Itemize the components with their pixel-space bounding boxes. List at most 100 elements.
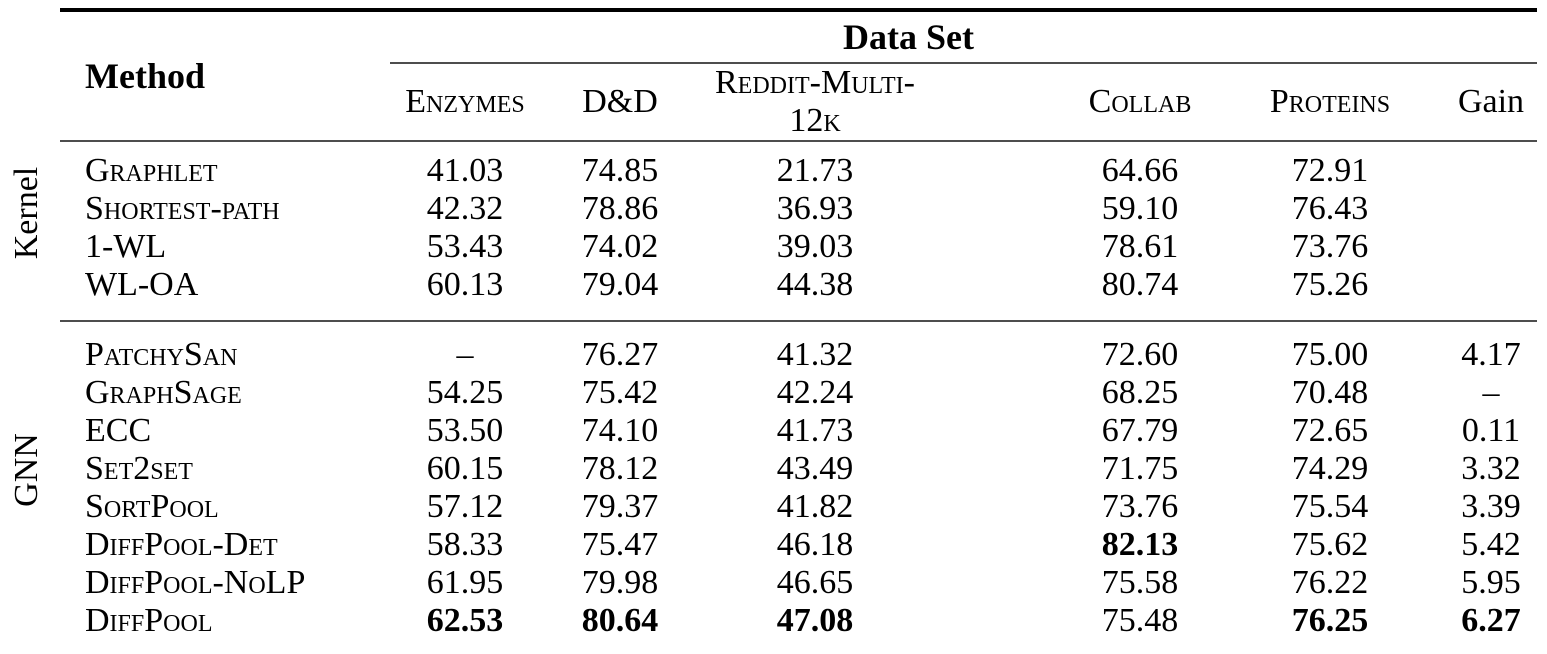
column-headers-row: Enzymes D&D Reddit-Multi-12k Collab Prot… <box>60 63 1537 141</box>
method-cell: Shortest-path <box>85 190 280 227</box>
value-cell: 60.13 <box>426 266 504 303</box>
value-cell: 53.43 <box>426 228 504 265</box>
value-cell <box>1430 190 1537 228</box>
gnn-group-rows: PatchySan –76.27 41.32 72.60 75.00 4.17 GraphS… <box>60 321 1537 654</box>
value-cell: 41.03 <box>426 152 504 189</box>
value-cell: 42.32 <box>426 190 504 227</box>
column-header-enzymes: Enzymes <box>405 83 525 120</box>
value-cell: 46.65 <box>776 564 854 601</box>
value-cell: 6.27 <box>1461 602 1521 639</box>
value-cell: 62.53 <box>426 602 504 639</box>
column-header-collab: Collab <box>1088 83 1192 120</box>
method-cell: ECC <box>85 412 152 449</box>
value-cell: 78.61 <box>1101 228 1179 265</box>
value-cell <box>1430 228 1537 266</box>
method-cell: DiffPool-Det <box>85 526 278 563</box>
method-cell: Graphlet <box>85 152 218 189</box>
table-row: SortPool 57.12 79.37 41.82 73.76 75.54 3.39 <box>60 488 1537 526</box>
method-cell: DiffPool <box>85 602 213 639</box>
method-cell: PatchySan <box>85 336 238 373</box>
column-header-reddit-multi-12k: Reddit-Multi-12k <box>715 64 915 139</box>
value-cell: 75.26 <box>1291 266 1369 303</box>
value-cell: 72.65 <box>1291 412 1369 449</box>
column-header-proteins: Proteins <box>1269 83 1391 120</box>
value-cell: 54.25 <box>426 374 504 411</box>
value-cell: 72.60 <box>1101 336 1179 373</box>
value-cell: 60.15 <box>426 450 504 487</box>
value-cell: 75.00 <box>1291 336 1369 373</box>
value-cell: 76.22 <box>1291 564 1369 601</box>
value-cell: 75.62 <box>1291 526 1369 563</box>
value-cell: 61.95 <box>426 564 504 601</box>
column-header-dd: D&D <box>582 83 658 120</box>
value-cell: 74.02 <box>581 228 659 265</box>
value-cell: 79.98 <box>581 564 659 601</box>
value-cell: 75.58 <box>1101 564 1179 601</box>
value-cell: 73.76 <box>1291 228 1369 265</box>
value-cell <box>1430 141 1537 190</box>
value-cell: 79.04 <box>581 266 659 303</box>
table-row: WL-OA 60.13 79.04 44.38 80.74 75.26 <box>60 266 1537 321</box>
table-row: PatchySan – 76.27 41.32 72.60 75.00 4.17 <box>60 321 1537 374</box>
value-cell: 76.27 <box>581 336 659 373</box>
value-cell: 74.10 <box>581 412 659 449</box>
kernel-group-rows: Graphlet 41.03 74.85 21.73 64.66 72.91 Shortes… <box>60 141 1538 321</box>
method-cell: GraphSage <box>85 374 242 411</box>
value-cell: 3.39 <box>1461 488 1521 525</box>
value-cell: 53.50 <box>426 412 504 449</box>
value-cell: 82.13 <box>1101 526 1179 563</box>
value-cell: 71.75 <box>1101 450 1179 487</box>
value-cell: 80.64 <box>581 602 659 639</box>
method-cell: SortPool <box>85 488 219 525</box>
value-cell: 3.32 <box>1461 450 1521 487</box>
method-cell: Set2set <box>85 450 193 487</box>
value-cell: 67.79 <box>1101 412 1179 449</box>
value-cell: 21.73 <box>776 152 854 189</box>
value-cell: 36.93 <box>776 190 854 227</box>
table-row: 1-WL 53.43 74.02 39.03 78.61 73.76 <box>60 228 1537 266</box>
value-cell: 5.95 <box>1461 564 1521 601</box>
table-row: ECC 53.50 74.10 41.73 67.79 72.65 0.11 <box>60 412 1537 450</box>
table-row: GraphSage 54.25 75.42 42.24 68.25 70.48 – <box>60 374 1537 412</box>
value-cell: 73.76 <box>1101 488 1179 525</box>
value-cell: 75.42 <box>581 374 659 411</box>
value-cell: 70.48 <box>1291 374 1369 411</box>
value-cell: 75.48 <box>1101 602 1179 639</box>
method-cell: DiffPool-NoLP <box>85 564 306 601</box>
value-cell: 78.86 <box>581 190 659 227</box>
table-row: Shortest-path 42.32 78.86 36.93 59.10 76.43 <box>60 190 1537 228</box>
value-cell: 4.17 <box>1461 336 1521 373</box>
table-title-row: Method Data Set <box>60 10 1538 96</box>
value-cell: 64.66 <box>1101 152 1179 189</box>
table-row: DiffPool-NoLP 61.95 79.98 46.65 75.58 76.22 5.… <box>60 564 1537 602</box>
method-cell: 1-WL <box>85 228 167 265</box>
value-cell: 5.42 <box>1461 526 1521 563</box>
value-cell: 78.12 <box>581 450 659 487</box>
value-cell: 41.82 <box>776 488 854 525</box>
dataset-group-header: Data Set <box>390 10 1538 64</box>
value-cell: 68.25 <box>1101 374 1179 411</box>
value-cell: 46.18 <box>776 526 854 563</box>
value-cell: 74.29 <box>1291 450 1369 487</box>
row-group-label-kernel: Kernel <box>8 166 45 260</box>
method-cell: WL-OA <box>85 266 199 303</box>
value-cell: 44.38 <box>776 266 854 303</box>
value-cell: 42.24 <box>776 374 854 411</box>
value-cell: 75.54 <box>1291 488 1369 525</box>
value-cell: 80.74 <box>1101 266 1179 303</box>
value-cell: 0.11 <box>1461 412 1521 449</box>
value-cell: 41.32 <box>776 336 854 373</box>
value-cell: 57.12 <box>426 488 504 525</box>
column-header-gain: Gain <box>1457 83 1525 120</box>
row-group-label-gnn: GNN <box>8 433 45 507</box>
table-header: Method Data Set Enzymes D&D Reddit-Multi… <box>60 10 1538 141</box>
value-cell: – <box>1482 374 1500 411</box>
value-cell: 43.49 <box>776 450 854 487</box>
results-table: Method Data Set Enzymes D&D Reddit-Multi… <box>60 8 1538 654</box>
value-cell: 47.08 <box>776 602 854 639</box>
table-row: DiffPool 62.53 80.64 47.08 75.48 76.25 6.27 <box>60 602 1537 654</box>
value-cell: 58.33 <box>426 526 504 563</box>
table-row: Set2set 60.15 78.12 43.49 71.75 74.29 3.32 <box>60 450 1537 488</box>
value-cell: 59.10 <box>1101 190 1179 227</box>
